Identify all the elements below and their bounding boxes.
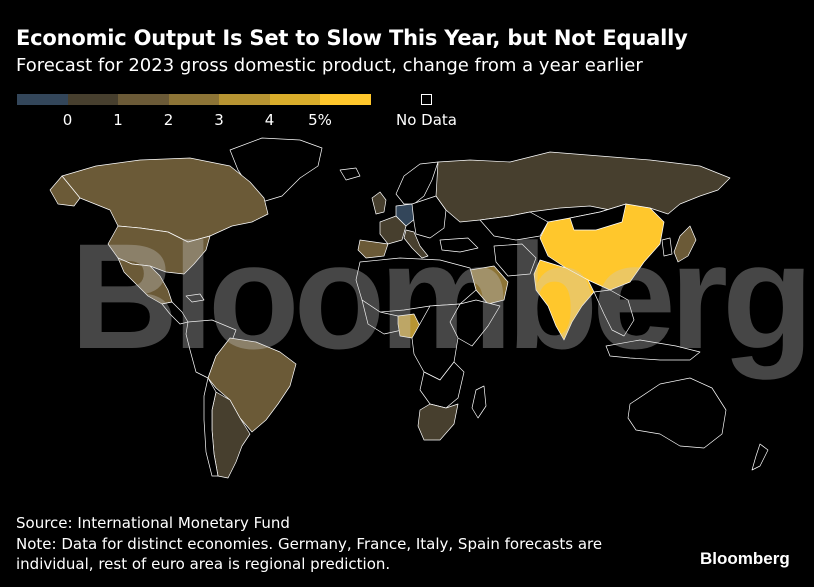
brand-logo: Bloomberg	[700, 549, 790, 568]
no-data-label: No Data	[396, 111, 457, 129]
world-map	[49, 137, 769, 479]
legend-tick-label: 5%	[308, 111, 332, 129]
region-central-america	[161, 301, 189, 325]
region-kazakhstan	[479, 211, 549, 241]
region-southern-africa	[419, 361, 465, 409]
legend-tick-label: 1	[113, 111, 123, 129]
chart-title: Economic Output Is Set to Slow This Year…	[16, 26, 688, 50]
legend-swatch-3-4	[219, 94, 270, 105]
region-italy	[403, 229, 429, 259]
legend-swatch-2-3	[168, 94, 219, 105]
chart-subtitle: Forecast for 2023 gross domestic product…	[16, 55, 643, 76]
legend-swatch-0-1	[67, 94, 118, 105]
region-caribbean	[185, 293, 205, 303]
legend-swatch-gt5	[320, 94, 371, 105]
region-japan	[673, 225, 697, 263]
region-scandinavia	[395, 161, 439, 205]
region-australia	[627, 377, 727, 449]
region-iran	[493, 243, 537, 277]
legend-color-bar	[17, 94, 371, 105]
region-madagascar	[471, 385, 487, 419]
legend-tick-label: 3	[214, 111, 224, 129]
legend-swatch-lt0	[17, 94, 68, 105]
no-data-swatch	[421, 94, 432, 105]
region-indonesia	[605, 339, 701, 361]
footnote: Note: Data for distinct economies. Germa…	[16, 535, 603, 573]
region-new-zealand	[751, 443, 769, 471]
legend-swatch-4-5	[269, 94, 320, 105]
region-chile	[203, 377, 219, 477]
region-mongolia	[569, 203, 627, 231]
region-south-africa	[417, 403, 459, 441]
region-saudi-arabia	[469, 265, 509, 305]
region-india	[533, 259, 595, 341]
region-southeast-asia	[593, 289, 635, 337]
region-russia	[435, 151, 731, 223]
legend-swatch-1-2	[118, 94, 169, 105]
region-united-kingdom	[371, 191, 387, 215]
region-alaska	[49, 175, 81, 207]
legend-tick-label: 0	[62, 111, 73, 129]
region-korea	[661, 237, 673, 257]
source-note: Source: International Monetary Fund	[16, 514, 290, 532]
region-spain	[357, 239, 389, 259]
legend-tick-label: 4	[264, 111, 275, 129]
region-turkey	[439, 237, 479, 253]
region-canada	[61, 157, 269, 243]
region-germany	[395, 203, 417, 227]
legend-tick-label: 2	[163, 111, 174, 129]
region-iceland	[339, 167, 361, 181]
region-central-africa	[411, 303, 461, 381]
